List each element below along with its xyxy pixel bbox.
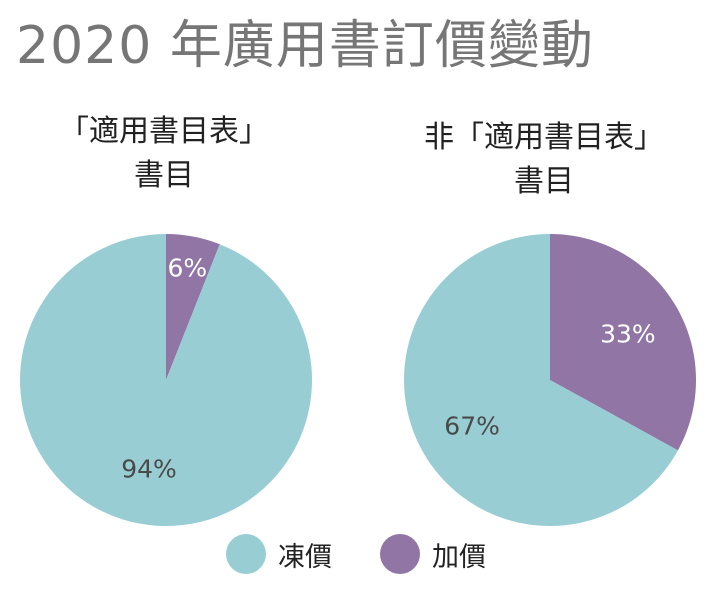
pie-label-raised: 33% [600, 319, 656, 348]
pie-slice-frozen [404, 234, 678, 526]
chart-title-unlisted-line-2: 書目 [514, 164, 574, 199]
legend-label-frozen: 凍價 [278, 541, 332, 573]
pie-label-frozen: 94% [121, 454, 177, 483]
chart-title-listed: 「適用書目表」 書目 [0, 110, 334, 198]
pie-slice-frozen [20, 234, 313, 526]
legend-swatch-frozen [226, 534, 266, 574]
pie-chart-unlisted: 33% 67% [404, 234, 697, 526]
chart-title-unlisted-line-1: 非「適用書目表」 [424, 120, 664, 155]
pie-label-frozen: 67% [444, 412, 500, 441]
pie-chart-listed: 6% 94% [20, 234, 313, 526]
legend-item-frozen: 凍價 [226, 532, 332, 576]
pie-slice-raised [166, 234, 220, 380]
page-title: 2020 年廣用書訂價變動 [16, 16, 594, 76]
chart-title-unlisted: 非「適用書目表」 書目 [374, 116, 714, 204]
legend-label-raised: 加價 [432, 541, 486, 573]
legend-item-raised: 加價 [380, 532, 486, 576]
legend-swatch-raised [380, 534, 420, 574]
pie-slice-raised [550, 234, 697, 451]
pie-label-raised: 6% [168, 254, 208, 283]
chart-title-listed-line-2: 書目 [134, 158, 194, 193]
chart-title-listed-line-1: 「適用書目表」 [59, 114, 269, 149]
